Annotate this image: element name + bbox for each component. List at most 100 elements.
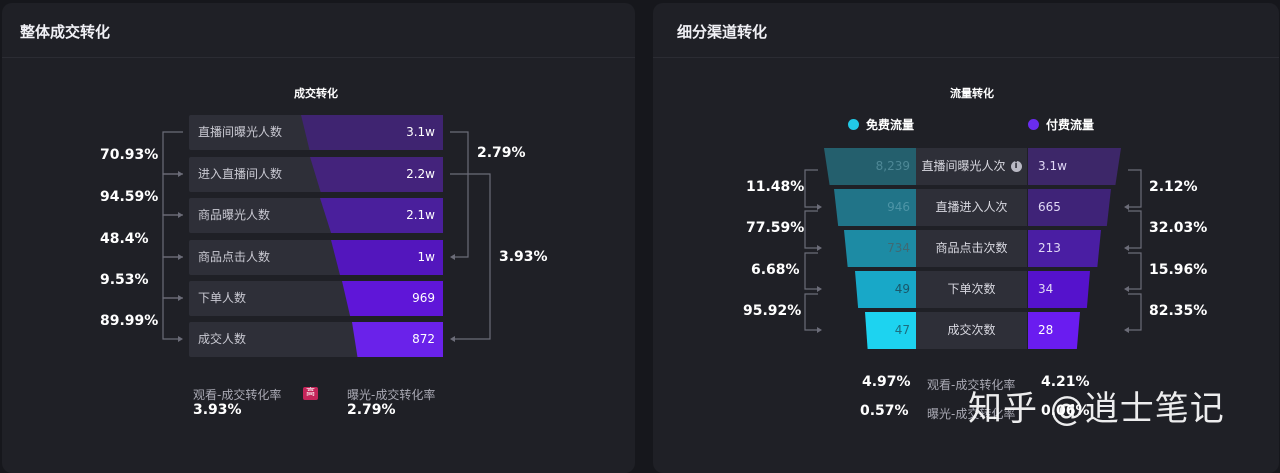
arrow-icon (450, 336, 455, 342)
paid-segment (1028, 148, 1121, 185)
watermark: 知乎 @逍士笔记 (968, 389, 1225, 429)
step-rate: 70.93% (100, 147, 159, 163)
paid-value: 34 (1038, 282, 1054, 296)
overall-rate: 3.93% (499, 249, 548, 265)
free-traffic-legend-dot (848, 119, 859, 130)
stage-label: 直播进入人次 (935, 200, 1008, 214)
summary-label: 观看-成交转化率 (927, 378, 1016, 392)
paid-value: 665 (1038, 200, 1061, 214)
arrow-icon (178, 295, 183, 301)
bracket (1128, 210, 1142, 249)
summary-label: 曝光-成交转化率 (347, 388, 436, 402)
bracket (1128, 252, 1142, 290)
arrow-icon (178, 212, 183, 218)
free-value: 49 (894, 282, 910, 296)
arrow-icon (817, 327, 822, 333)
panel-title: 整体成交转化 (20, 23, 111, 41)
summary-paid-value: 0.06% (1041, 403, 1090, 419)
summary-free-value: 0.57% (860, 403, 909, 419)
free-step-rate: 95.92% (743, 303, 802, 319)
paid-step-rate: 15.96% (1149, 262, 1208, 278)
bar-fill (352, 322, 443, 357)
bracket (804, 210, 818, 249)
stage-label: 成交次数 (947, 323, 996, 337)
free-step-rate: 6.68% (751, 262, 800, 278)
step-rate: 48.4% (100, 231, 149, 247)
paid-traffic-legend-dot (1028, 119, 1039, 130)
arrow-icon (1124, 204, 1129, 210)
free-segment (834, 189, 917, 226)
bar-fill (342, 281, 443, 316)
bracket (450, 131, 469, 258)
row-label: 商品点击人数 (198, 250, 271, 264)
summary-label: 曝光-成交转化率 (927, 407, 1016, 421)
free-step-rate: 11.48% (746, 179, 805, 195)
arrow-icon (178, 336, 183, 342)
step-rate: 89.99% (100, 313, 159, 329)
arrow-icon (1124, 286, 1129, 292)
paid-segment (1028, 189, 1111, 226)
row-value: 3.1w (406, 125, 435, 139)
legend-label: 付费流量 (1046, 118, 1095, 132)
summary-value: 2.79% (347, 402, 396, 418)
free-segment (844, 230, 917, 267)
divider (653, 57, 1279, 58)
paid-value: 213 (1038, 241, 1061, 255)
stage-label: 商品点击次数 (935, 241, 1008, 255)
arrow-icon (1124, 327, 1129, 333)
bracket (162, 214, 183, 258)
info-icon[interactable]: i (1010, 161, 1022, 172)
overall-rate: 2.79% (477, 145, 526, 161)
free-segment (865, 312, 917, 349)
panel-title: 细分渠道转化 (677, 23, 768, 41)
row-label: 成交人数 (198, 332, 247, 346)
chart-title: 成交转化 (294, 87, 338, 100)
paid-step-rate: 32.03% (1149, 220, 1208, 236)
bar-fill (310, 157, 443, 192)
bracket (804, 252, 818, 290)
paid-value: 28 (1038, 323, 1054, 337)
paid-segment (1028, 230, 1101, 267)
row-label: 下单人数 (198, 291, 247, 305)
row-label: 进入直播间人数 (198, 167, 283, 181)
row-value: 1w (417, 250, 435, 264)
summary-paid-value: 4.21% (1041, 374, 1090, 390)
free-value: 946 (887, 200, 910, 214)
arrow-icon (817, 245, 822, 251)
bracket (450, 173, 491, 340)
row-value: 2.1w (406, 208, 435, 222)
legend-label: 免费流量 (866, 118, 915, 132)
connector-brackets (162, 131, 1142, 342)
funnel-stage: 直播间曝光人次 i (916, 148, 1027, 185)
bracket (162, 173, 183, 216)
bracket (1128, 169, 1142, 208)
free-segment (855, 271, 917, 308)
arrow-icon (817, 204, 822, 210)
bar-fill (301, 115, 443, 150)
row-label: 直播间曝光人数 (198, 125, 283, 139)
funnel-stage: 成交次数 (916, 312, 1027, 349)
arrow-icon (178, 254, 183, 260)
bar-fill (320, 198, 443, 233)
arrow-icon (450, 254, 455, 260)
free-segment (824, 148, 917, 185)
paid-step-rate: 2.12% (1149, 179, 1198, 195)
step-rate: 94.59% (100, 189, 159, 205)
free-value: 47 (894, 323, 910, 337)
funnel-stage: 商品点击次数 (916, 230, 1027, 267)
arrow-icon (178, 171, 183, 177)
row-value: 969 (412, 291, 435, 305)
paid-segment (1028, 271, 1090, 308)
stage-label: 直播间曝光人次 (921, 159, 1006, 173)
bracket (162, 131, 183, 175)
chart-title: 流量转化 (950, 87, 994, 100)
high-badge: 高 (303, 387, 319, 400)
paid-value: 3.1w (1038, 159, 1067, 173)
arrow-icon (817, 286, 822, 292)
arrow-icon (1124, 245, 1129, 251)
paid-step-rate: 82.35% (1149, 303, 1208, 319)
free-value: 8,239 (875, 159, 910, 173)
stage-label: 下单次数 (947, 282, 996, 296)
funnel-stage: 直播进入人次 (916, 189, 1027, 226)
bracket (804, 169, 818, 208)
